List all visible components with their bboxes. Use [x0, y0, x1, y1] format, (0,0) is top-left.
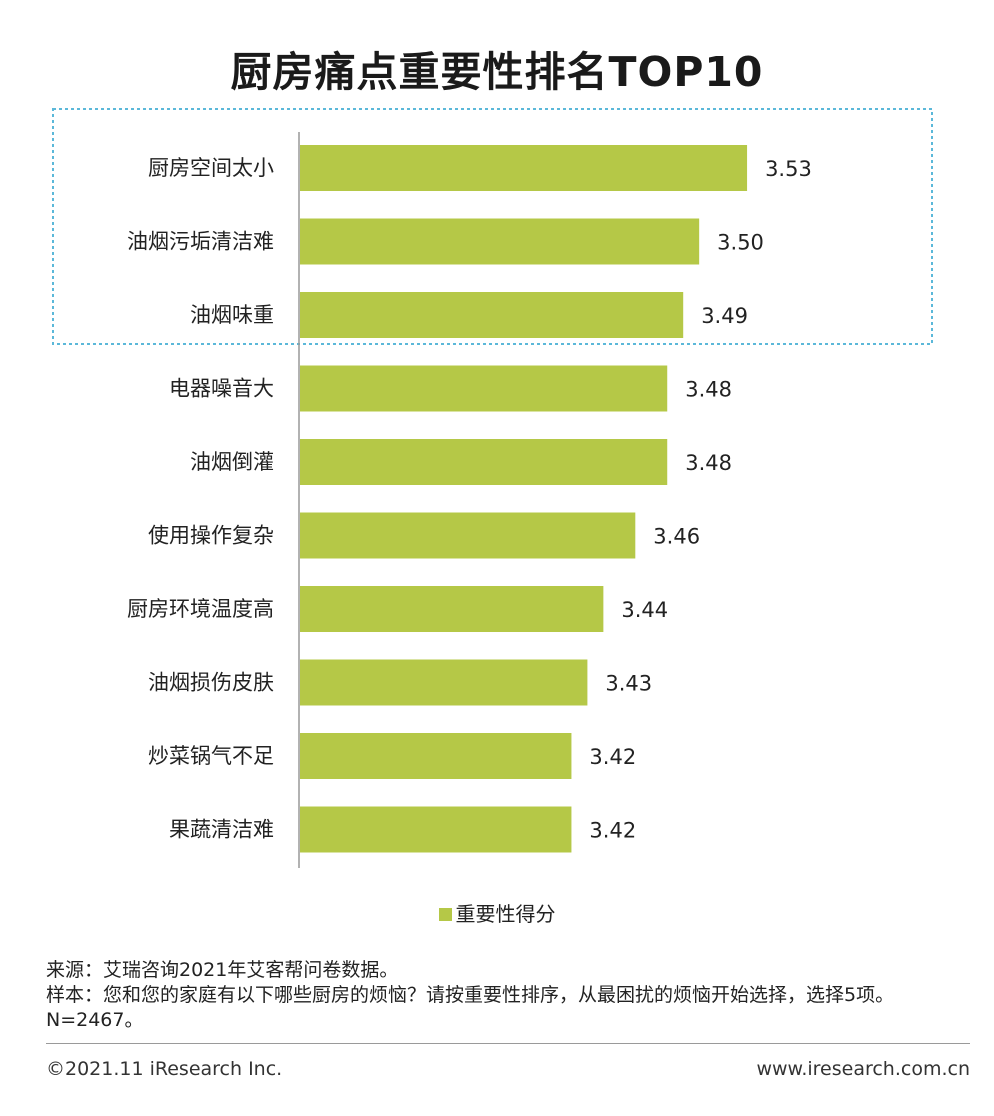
value-label-9: 3.42 — [589, 745, 636, 769]
copyright: ©2021.11 iResearch Inc. — [46, 1058, 283, 1080]
chart-title: 厨房痛点重要性排名TOP10 — [230, 48, 764, 96]
category-label-1: 厨房空间太小 — [148, 156, 274, 180]
bar-10 — [300, 806, 572, 853]
bar-1 — [300, 145, 748, 191]
category-label-4: 电器噪音大 — [169, 377, 274, 401]
category-label-7: 厨房环境温度高 — [127, 597, 274, 621]
value-label-2: 3.50 — [717, 231, 764, 255]
top3-highlight-box — [52, 108, 933, 345]
bar-4 — [300, 365, 668, 412]
bar-7 — [300, 586, 604, 632]
value-label-6: 3.46 — [653, 525, 700, 549]
category-label-8: 油烟损伤皮肤 — [148, 671, 274, 695]
website: www.iresearch.com.cn — [756, 1058, 970, 1080]
bar-8 — [300, 659, 588, 706]
legend-swatch — [438, 908, 452, 921]
bar-chart: 厨房空间太小 3.53 油烟污垢清洁难 3.50 油烟味重 3.49 电器噪音大 3.48 油烟… — [52, 108, 933, 868]
value-label-8: 3.43 — [605, 672, 652, 696]
footer-divider — [46, 1043, 970, 1044]
category-label-3: 油烟味重 — [190, 303, 274, 327]
bar-6 — [300, 512, 636, 559]
legend: 重要性得分 — [0, 898, 994, 927]
value-label-5: 3.48 — [685, 451, 732, 475]
value-label-3: 3.49 — [701, 304, 748, 328]
legend-label: 重要性得分 — [455, 902, 556, 926]
value-label-1: 3.53 — [765, 157, 812, 181]
bar-9 — [300, 733, 572, 779]
bar-3 — [300, 292, 684, 338]
category-label-2: 油烟污垢清洁难 — [127, 230, 274, 254]
category-label-10: 果蔬清洁难 — [169, 818, 274, 842]
sample-note: 样本：您和您的家庭有以下哪些厨房的烦恼？请按重要性排序，从最困扰的烦恼开始选择，… — [46, 984, 895, 1031]
notes: 来源：艾瑞咨询2021年艾客帮问卷数据。 样本：您和您的家庭有以下哪些厨房的烦恼… — [46, 958, 966, 1033]
category-label-9: 炒菜锅气不足 — [148, 744, 274, 768]
value-label-4: 3.48 — [685, 378, 732, 402]
bars-layer: 厨房空间太小 3.53 油烟污垢清洁难 3.50 油烟味重 3.49 电器噪音大 3.48 油烟… — [127, 145, 812, 853]
category-label-6: 使用操作复杂 — [148, 524, 274, 548]
source-note: 来源：艾瑞咨询2021年艾客帮问卷数据。 — [46, 959, 399, 981]
bar-2 — [300, 218, 700, 265]
value-label-7: 3.44 — [621, 598, 668, 622]
category-label-5: 油烟倒灌 — [190, 450, 274, 474]
value-label-10: 3.42 — [589, 819, 636, 843]
bar-5 — [300, 439, 668, 485]
